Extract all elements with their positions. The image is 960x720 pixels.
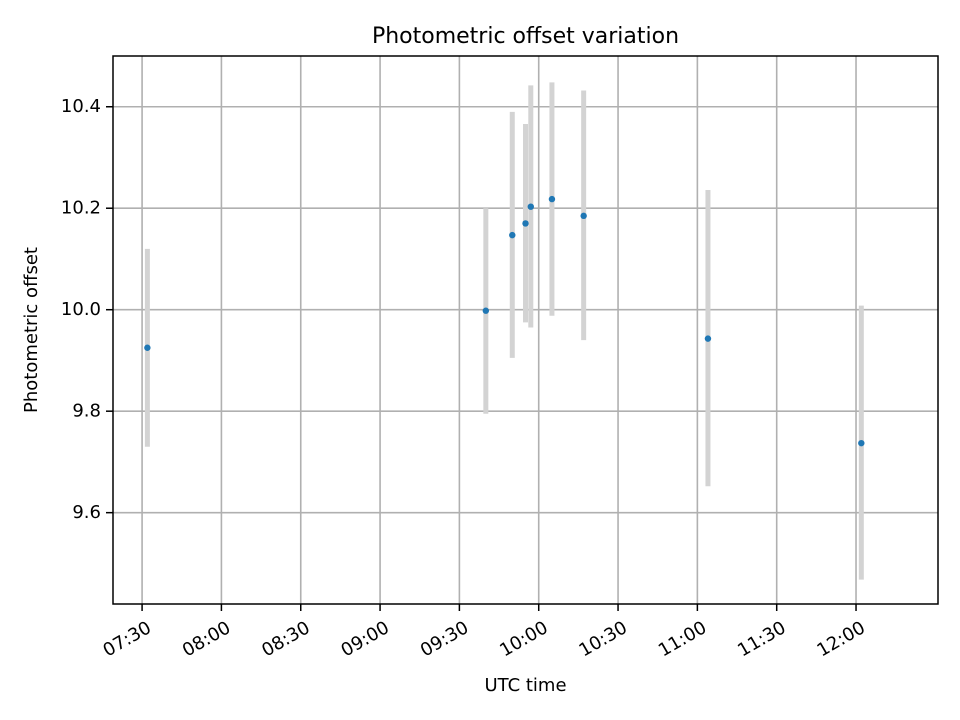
y-tick-label: 10.4: [61, 96, 101, 117]
data-point: [144, 344, 151, 351]
y-axis-label: Photometric offset: [21, 247, 42, 413]
y-tick-label: 9.6: [72, 502, 101, 523]
data-point: [580, 212, 587, 220]
data-point: [858, 439, 865, 447]
data-point: [509, 231, 516, 239]
data-point: [548, 195, 556, 203]
data-points: [144, 195, 865, 447]
y-axis-ticks: 9.6 9.8 10.0 10.2 10.4: [61, 96, 113, 523]
data-point: [482, 307, 490, 314]
data-point: [527, 203, 534, 210]
y-tick-label: 10.0: [61, 299, 101, 320]
plot-area-frame: [112, 55, 939, 605]
data-point: [704, 335, 712, 342]
data-point: [522, 220, 529, 227]
y-tick-label: 10.2: [61, 198, 101, 219]
x-axis-label: UTC time: [484, 675, 566, 696]
y-tick-label: 9.8: [72, 401, 101, 422]
chart-title: Photometric offset variation: [372, 24, 679, 49]
